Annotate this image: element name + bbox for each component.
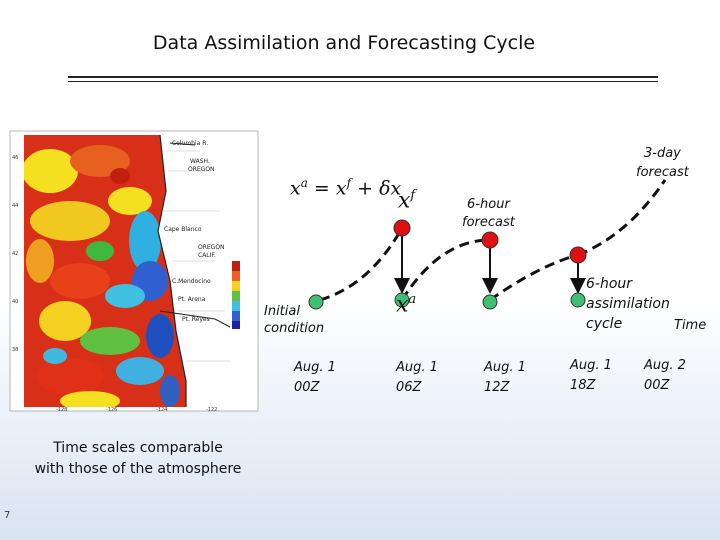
analysis-node-18z: [570, 292, 586, 308]
svg-text:WASH.: WASH.: [190, 158, 210, 165]
svg-text:Pt. Arena: Pt. Arena: [178, 296, 206, 303]
timeline-item: Aug. 1 00Z: [294, 358, 336, 398]
svg-text:Cape Blanco: Cape Blanco: [164, 226, 202, 233]
slide-title: Data Assimilation and Forecasting Cycle: [152, 32, 536, 54]
title-divider: [68, 76, 658, 82]
xf-sup: f: [410, 188, 416, 203]
forecast-curve-initial: [319, 227, 404, 302]
svg-text:-126: -126: [106, 407, 117, 413]
equation-sup-f: f: [346, 176, 352, 190]
timeline-item: Aug. 2 00Z: [644, 356, 686, 396]
three-day-forecast-line1: 3-day: [643, 146, 681, 161]
timeline-hour: 00Z: [294, 380, 320, 395]
initial-condition-line2: condition: [264, 321, 325, 336]
xf-label: xf: [398, 188, 415, 213]
svg-text:-122: -122: [206, 407, 217, 413]
analysis-node-06z: [394, 292, 410, 308]
six-hour-forecast-line1: 6-hour: [467, 197, 510, 212]
timeline-hour: 12Z: [484, 380, 510, 395]
equation-equals: =: [313, 177, 330, 200]
svg-text:38: 38: [12, 347, 18, 353]
svg-text:C.Mendocino: C.Mendocino: [172, 278, 211, 285]
forecast-node-12z: [481, 231, 499, 249]
svg-text:40: 40: [12, 299, 18, 305]
equation-sup-a: a: [300, 176, 308, 190]
forecast-curve-6h: [400, 238, 491, 301]
timeline-hour: 00Z: [644, 378, 670, 393]
equation-plus: +: [357, 177, 374, 200]
timeline-day: Aug. 1: [294, 360, 336, 375]
six-hour-forecast-line2: forecast: [462, 215, 515, 230]
svg-text:OREGON: OREGON: [188, 166, 215, 173]
six-hour-forecast-label: 6-hour forecast: [462, 196, 515, 232]
timeline-day: Aug. 2: [644, 358, 686, 373]
assim-line2: assimilation: [586, 296, 670, 312]
equation-delta-x: δx: [379, 177, 402, 200]
timeline-day: Aug. 1: [484, 360, 526, 375]
equation-term-x: x: [335, 177, 347, 200]
svg-text:OREGON: OREGON: [198, 244, 225, 251]
assim-line1: 6-hour: [586, 276, 633, 292]
xa-sup: a: [408, 292, 417, 307]
timeline-item: Aug. 1 18Z: [570, 356, 612, 396]
svg-text:46: 46: [12, 155, 18, 161]
svg-text:-124: -124: [156, 407, 167, 413]
forecast-curve-12h: [489, 253, 579, 302]
timeline-item: Aug. 1 12Z: [484, 358, 526, 398]
forecast-node-18z: [569, 246, 587, 264]
initial-condition-line1: Initial: [264, 304, 300, 319]
svg-text:44: 44: [12, 203, 18, 209]
time-axis-label: Time: [674, 318, 707, 333]
timeline-day: Aug. 1: [570, 358, 612, 373]
svg-text:Columbia R.: Columbia R.: [172, 140, 208, 147]
xa-label: xa: [396, 292, 416, 317]
analysis-node-12z: [482, 294, 498, 310]
sst-satellite-map: Columbia R. WASH. OREGON Cape Blanco ORE…: [9, 130, 259, 413]
map-caption: Time scales comparable with those of the…: [18, 438, 258, 480]
forecast-curve-3day: [577, 179, 667, 257]
svg-text:-128: -128: [56, 407, 67, 413]
slide-number: 7: [4, 510, 11, 521]
three-day-forecast-label: 3-day forecast: [636, 144, 689, 182]
caption-line2: with those of the atmosphere: [34, 461, 242, 477]
timeline-item: Aug. 1 06Z: [396, 358, 438, 398]
timeline-day: Aug. 1: [396, 360, 438, 375]
equation-x: x: [290, 177, 301, 200]
caption-line1: Time scales comparable: [53, 440, 223, 456]
timeline-hour: 06Z: [396, 380, 422, 395]
timeline-hour: 18Z: [570, 378, 596, 393]
assim-line3: cycle: [586, 316, 623, 332]
analysis-node-00z: [308, 294, 324, 310]
forecast-node-06z: [393, 219, 411, 237]
three-day-forecast-line2: forecast: [636, 165, 689, 180]
initial-condition-label: Initial condition: [264, 303, 324, 337]
xa-base: x: [396, 292, 409, 318]
update-equation: xa = xf + δx: [290, 176, 401, 199]
svg-text:Pt. Reyes: Pt. Reyes: [182, 316, 210, 323]
assimilation-cycle-label: 6-hour assimilation cycle: [586, 274, 670, 334]
svg-text:42: 42: [12, 251, 18, 257]
svg-text:CALIF.: CALIF.: [198, 252, 216, 259]
xf-base: x: [398, 188, 411, 214]
